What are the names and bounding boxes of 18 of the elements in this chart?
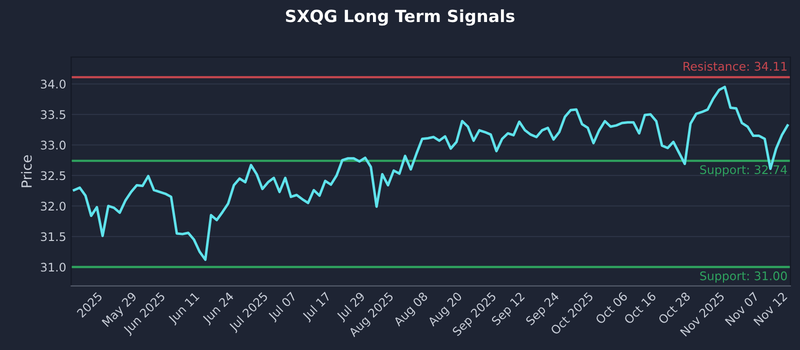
y-tick-label: 32.0 — [40, 202, 66, 211]
x-tick-label: Jun 11 — [167, 292, 202, 326]
y-tick-label: 33.0 — [40, 140, 66, 150]
x-tick-label: Aug 08 — [392, 292, 430, 328]
y-tick-label: 32.5 — [40, 171, 66, 180]
x-tick-label: Jul 17 — [301, 292, 333, 323]
y-tick-label: 34.0 — [40, 80, 66, 89]
ref-line-label: Support: 32.74 — [700, 165, 787, 176]
x-tick-label: Oct 28 — [658, 292, 691, 325]
y-axis-title: Price — [21, 155, 32, 188]
line-series — [72, 86, 789, 261]
ref-line-label: Resistance: 34.11 — [684, 62, 787, 71]
x-tick-label: Jul 07 — [267, 292, 298, 323]
chart-title: SXQG Long Term Signals — [286, 9, 514, 26]
ref-line-label: Support: 31.00 — [700, 271, 787, 283]
y-tick-label: 31.0 — [40, 262, 66, 272]
y-tick-label: 31.5 — [40, 232, 66, 242]
y-tick-label: 33.5 — [40, 110, 66, 120]
